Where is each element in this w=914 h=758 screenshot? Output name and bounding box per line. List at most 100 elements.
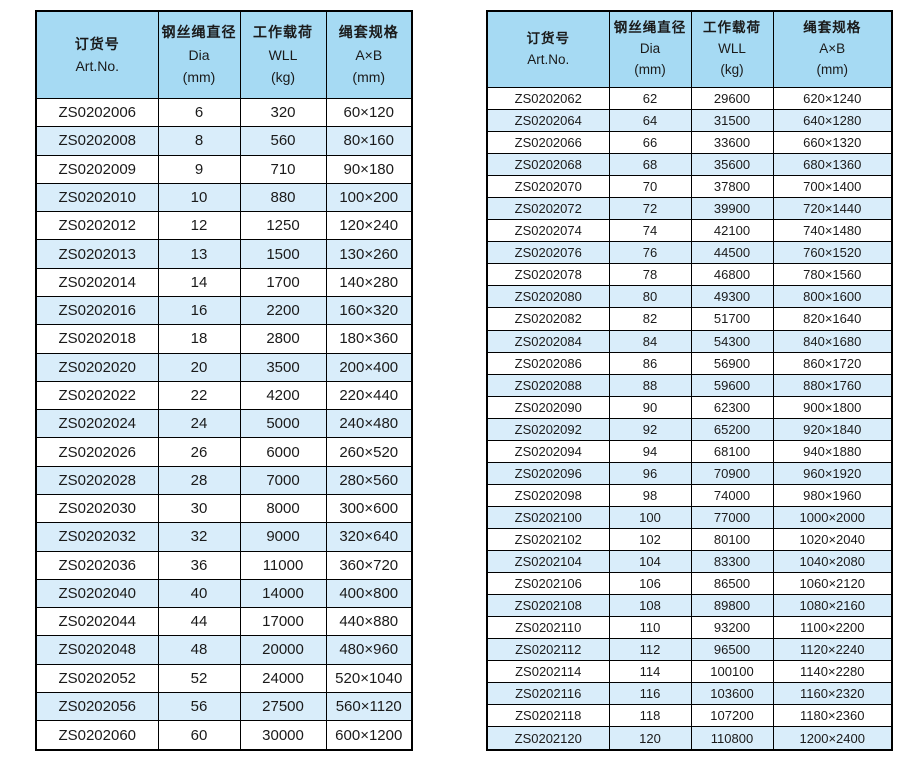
- cell-art-no: ZS0202074: [486, 219, 610, 243]
- cell-spec: 1080×2160: [772, 594, 893, 618]
- table-row: ZS0202052 52 24000 520×1040: [35, 663, 413, 693]
- cell-art-no: ZS0202044: [35, 607, 159, 637]
- cell-dia: 102: [608, 527, 692, 551]
- cell-art-no: ZS0202108: [486, 594, 610, 618]
- header-label-zh: 订货号: [526, 30, 570, 46]
- cell-art-no: ZS0202082: [486, 307, 610, 331]
- table-row: ZS0202082 82 51700 820×1640: [486, 307, 893, 331]
- table-row: ZS0202114 114 100100 1140×2280: [486, 660, 893, 684]
- cell-art-no: ZS0202018: [35, 324, 159, 354]
- cell-art-no: ZS0202040: [35, 578, 159, 609]
- table-row: ZS0202112 112 96500 1120×2240: [486, 638, 893, 662]
- header-label-unit: (kg): [720, 61, 744, 77]
- cell-wll: 33600: [690, 131, 774, 155]
- cell-wll: 56900: [690, 351, 774, 375]
- column-header-wll: 工作载荷 WLL (kg): [690, 10, 774, 88]
- right-spec-table: 订货号 Art.No. 钢丝绳直径 Dia (mm) 工作载荷 WLL (kg)…: [486, 10, 893, 751]
- cell-dia: 66: [608, 131, 692, 155]
- cell-spec: 1120×2240: [772, 638, 893, 662]
- cell-wll: 96500: [690, 638, 774, 662]
- table-row: ZS0202098 98 74000 980×1960: [486, 483, 893, 507]
- cell-art-no: ZS0202006: [35, 97, 159, 128]
- cell-spec: 920×1840: [772, 417, 893, 441]
- header-label-unit: (mm): [816, 61, 848, 77]
- cell-spec: 680×1360: [772, 153, 893, 177]
- cell-dia: 98: [608, 483, 692, 507]
- table-row: ZS0202108 108 89800 1080×2160: [486, 594, 893, 618]
- cell-art-no: ZS0202084: [486, 329, 610, 353]
- table-row: ZS0202012 12 1250 120×240: [35, 211, 413, 241]
- cell-art-no: ZS0202014: [35, 267, 159, 297]
- cell-dia: 118: [608, 704, 692, 728]
- cell-art-no: ZS0202016: [35, 295, 159, 326]
- table-row: ZS0202020 20 3500 200×400: [35, 352, 413, 382]
- table-row: ZS0202106 106 86500 1060×2120: [486, 572, 893, 596]
- cell-dia: 116: [608, 682, 692, 706]
- table-row: ZS0202060 60 30000 600×1200: [35, 720, 413, 751]
- cell-dia: 92: [608, 417, 692, 441]
- cell-art-no: ZS0202062: [486, 86, 610, 111]
- cell-wll: 30000: [239, 720, 327, 751]
- cell-wll: 42100: [690, 219, 774, 243]
- column-header-spec: 绳套规格 A×B (mm): [772, 10, 893, 88]
- cell-spec: 280×560: [325, 465, 413, 495]
- table-row: ZS0202084 84 54300 840×1680: [486, 329, 893, 353]
- table-row: ZS0202016 16 2200 160×320: [35, 295, 413, 326]
- cell-wll: 29600: [690, 86, 774, 111]
- cell-dia: 88: [608, 373, 692, 397]
- cell-wll: 86500: [690, 572, 774, 596]
- table-row: ZS0202056 56 27500 560×1120: [35, 691, 413, 722]
- cell-art-no: ZS0202072: [486, 197, 610, 221]
- cell-spec: 620×1240: [772, 86, 893, 111]
- cell-spec: 1200×2400: [772, 726, 893, 751]
- cell-wll: 83300: [690, 549, 774, 574]
- cell-dia: 40: [157, 578, 241, 609]
- cell-art-no: ZS0202009: [35, 154, 159, 184]
- header-label-zh: 工作载荷: [253, 24, 313, 41]
- cell-art-no: ZS0202088: [486, 373, 610, 397]
- cell-dia: 94: [608, 439, 692, 463]
- table-row: ZS0202026 26 6000 260×520: [35, 437, 413, 467]
- header-label-en: WLL: [268, 46, 298, 63]
- cell-spec: 880×1760: [772, 373, 893, 397]
- cell-spec: 860×1720: [772, 351, 893, 375]
- table-row: ZS0202028 28 7000 280×560: [35, 465, 413, 495]
- cell-spec: 1140×2280: [772, 660, 893, 684]
- cell-art-no: ZS0202066: [486, 131, 610, 155]
- header-label-zh: 钢丝绳直径: [613, 20, 687, 36]
- cell-spec: 480×960: [325, 635, 413, 665]
- header-label-unit: (kg): [270, 69, 296, 86]
- cell-wll: 74000: [690, 483, 774, 507]
- cell-dia: 84: [608, 329, 692, 353]
- cell-spec: 840×1680: [772, 329, 893, 353]
- cell-wll: 51700: [690, 307, 774, 331]
- cell-art-no: ZS0202094: [486, 439, 610, 463]
- cell-art-no: ZS0202076: [486, 241, 610, 265]
- cell-spec: 200×400: [325, 352, 413, 382]
- table-row: ZS0202104 104 83300 1040×2080: [486, 549, 893, 574]
- cell-wll: 31500: [690, 109, 774, 133]
- cell-art-no: ZS0202092: [486, 417, 610, 441]
- cell-art-no: ZS0202024: [35, 409, 159, 439]
- cell-spec: 320×640: [325, 522, 413, 552]
- cell-wll: 62300: [690, 395, 774, 419]
- cell-spec: 120×240: [325, 211, 413, 241]
- cell-art-no: ZS0202010: [35, 182, 159, 213]
- cell-spec: 780×1560: [772, 263, 893, 287]
- cell-art-no: ZS0202102: [486, 527, 610, 551]
- header-label-en: Art.No.: [75, 58, 120, 74]
- cell-spec: 820×1640: [772, 307, 893, 331]
- cell-art-no: ZS0202020: [35, 352, 159, 382]
- cell-wll: 4200: [239, 380, 327, 411]
- cell-wll: 93200: [690, 616, 774, 640]
- header-label-en: WLL: [718, 41, 746, 57]
- cell-dia: 120: [608, 726, 692, 751]
- column-header-art-no: 订货号 Art.No.: [35, 10, 159, 99]
- cell-wll: 3500: [239, 352, 327, 382]
- cell-dia: 64: [608, 109, 692, 133]
- cell-dia: 30: [157, 493, 241, 524]
- cell-wll: 39900: [690, 197, 774, 221]
- cell-spec: 900×1800: [772, 395, 893, 419]
- cell-dia: 13: [157, 239, 241, 269]
- cell-spec: 960×1920: [772, 461, 893, 485]
